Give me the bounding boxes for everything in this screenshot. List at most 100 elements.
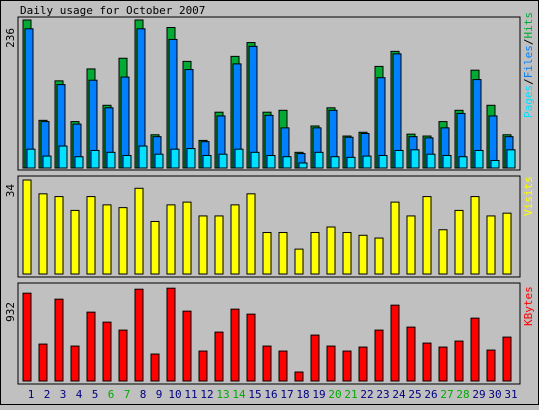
visits-bar <box>134 187 144 275</box>
kbytes-bar <box>406 326 416 382</box>
visits-bar <box>294 248 304 275</box>
kbytes-bar <box>278 350 288 382</box>
x-tick-label: 3 <box>60 388 67 401</box>
x-tick-label: 19 <box>312 388 325 401</box>
pages-bar <box>330 156 340 169</box>
bottom-ymax-label: 932 <box>4 302 17 322</box>
visits-bar <box>38 193 48 275</box>
kbytes-bar <box>230 308 240 382</box>
visits-bar <box>118 207 128 275</box>
x-tick-label: 6 <box>108 388 115 401</box>
visits-bar <box>214 215 224 275</box>
files-bar <box>120 76 130 169</box>
x-tick-label: 13 <box>216 388 229 401</box>
kbytes-bar <box>502 336 512 382</box>
pages-bar <box>154 153 164 169</box>
pages-bar <box>170 148 180 169</box>
visits-bar <box>438 229 448 275</box>
panel-hits-files-pages: 236 Pages/Files/Hits <box>4 12 535 171</box>
visits-bar <box>502 212 512 275</box>
visits-bar <box>342 232 352 275</box>
pages-bar <box>458 156 468 169</box>
x-tick-label: 26 <box>424 388 437 401</box>
x-tick-label: 17 <box>280 388 293 401</box>
legend-kbytes: KBytes <box>522 286 535 326</box>
pages-bar <box>346 156 356 169</box>
kbytes-bar <box>38 343 48 382</box>
pages-bar <box>314 151 324 169</box>
x-tick-label: 22 <box>360 388 373 401</box>
kbytes-bar <box>86 311 96 382</box>
kbytes-bar <box>102 321 112 382</box>
kbytes-bar <box>486 349 496 382</box>
pages-bar <box>186 148 196 169</box>
pages-bar <box>378 154 388 169</box>
kbytes-bar <box>166 287 176 382</box>
visits-bar <box>390 201 400 275</box>
kbytes-bar <box>246 313 256 382</box>
x-tick-label: 2 <box>44 388 51 401</box>
kbytes-bar <box>198 350 208 382</box>
top-legend: Pages/Files/Hits <box>522 12 535 118</box>
pages-bar <box>218 153 228 169</box>
visits-bar <box>54 196 64 275</box>
visits-bar <box>230 204 240 275</box>
x-tick-label: 10 <box>168 388 181 401</box>
mid-ymax-label: 34 <box>4 184 17 198</box>
pages-bar <box>202 154 212 169</box>
kbytes-bar <box>150 353 160 382</box>
x-tick-label: 8 <box>140 388 147 401</box>
visits-bar <box>470 196 480 275</box>
x-tick-label: 16 <box>264 388 277 401</box>
x-tick-label: 1 <box>28 388 35 401</box>
files-bar <box>376 77 386 169</box>
visits-bar <box>486 215 496 275</box>
pages-bar <box>490 159 500 169</box>
kbytes-bar <box>294 371 304 382</box>
pages-bar <box>90 149 100 169</box>
panel-kbytes: 932 KBytes <box>4 282 535 385</box>
kbytes-bar <box>182 310 192 382</box>
x-tick-label: 4 <box>76 388 83 401</box>
kbytes-bar <box>422 342 432 382</box>
visits-bar <box>150 220 160 275</box>
kbytes-bar <box>454 340 464 382</box>
pages-bar <box>106 151 116 169</box>
pages-bar <box>394 149 404 169</box>
x-tick-label: 21 <box>344 388 357 401</box>
visits-bar <box>166 204 176 275</box>
pages-bar <box>250 151 260 169</box>
visits-bar <box>70 209 80 275</box>
pages-bar <box>122 154 132 169</box>
kbytes-bar <box>54 298 64 382</box>
pages-bar <box>426 153 436 169</box>
files-bar <box>248 45 258 169</box>
x-tick-label: 11 <box>184 388 197 401</box>
pages-bar <box>298 162 308 169</box>
x-tick-label: 23 <box>376 388 389 401</box>
x-tick-label: 18 <box>296 388 309 401</box>
kbytes-bar <box>390 304 400 382</box>
x-tick-label: 24 <box>392 388 406 401</box>
visits-bar <box>86 196 96 275</box>
kbytes-bar <box>70 345 80 382</box>
legend-visits: Visits <box>522 176 535 216</box>
x-axis-labels: 1 2 3 4 5 6 7 8 9 10 11 12 13 14 15 16 17 18 19 20 21 22 23 24 2… <box>28 388 518 401</box>
legend-hits: Hits <box>522 12 535 39</box>
kbytes-bar <box>22 292 32 382</box>
pages-bar <box>26 148 36 169</box>
visits-bar <box>182 201 192 275</box>
kbytes-bar <box>310 334 320 382</box>
pages-bar <box>74 156 84 169</box>
top-bars <box>22 19 516 169</box>
x-tick-label: 28 <box>456 388 469 401</box>
top-ymax-label: 236 <box>4 28 17 48</box>
kbytes-bar <box>214 331 224 382</box>
x-tick-label: 7 <box>124 388 131 401</box>
pages-bar <box>282 156 292 169</box>
x-tick-label: 29 <box>472 388 485 401</box>
kbytes-bar <box>470 317 480 382</box>
kbytes-bar <box>326 345 336 382</box>
visits-bar <box>262 232 272 275</box>
